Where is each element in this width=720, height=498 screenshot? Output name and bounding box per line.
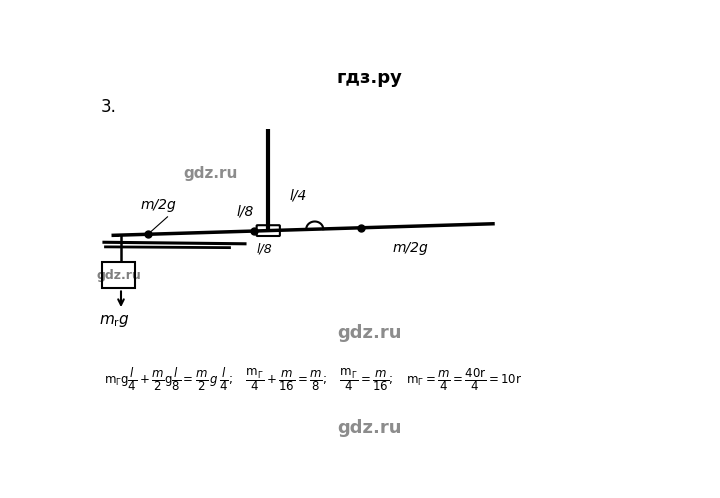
Text: 3.: 3. <box>101 98 117 116</box>
Bar <box>102 262 135 288</box>
Text: l/4: l/4 <box>290 188 307 202</box>
Text: l/8: l/8 <box>236 204 253 219</box>
Text: gdz.ru: gdz.ru <box>183 166 238 181</box>
Text: $m_{\rm r}g$: $m_{\rm r}g$ <box>99 313 130 329</box>
Text: гдз.ру: гдз.ру <box>336 69 402 87</box>
Text: gdz.ru: gdz.ru <box>96 269 141 282</box>
Text: l/8: l/8 <box>256 243 272 256</box>
FancyBboxPatch shape <box>256 225 280 236</box>
Text: m/2g: m/2g <box>140 198 176 212</box>
Bar <box>104 264 133 287</box>
Text: $\mathrm{m_{\Gamma}g}\dfrac{l}{4}+\dfrac{m}{2}\mathrm{g}\dfrac{l}{8}=\dfrac{m}{2: $\mathrm{m_{\Gamma}g}\dfrac{l}{4}+\dfrac… <box>104 366 522 392</box>
Text: gdz.ru: gdz.ru <box>337 419 401 437</box>
Text: gdz.ru: gdz.ru <box>337 324 401 342</box>
Text: m/2g: m/2g <box>392 241 428 254</box>
